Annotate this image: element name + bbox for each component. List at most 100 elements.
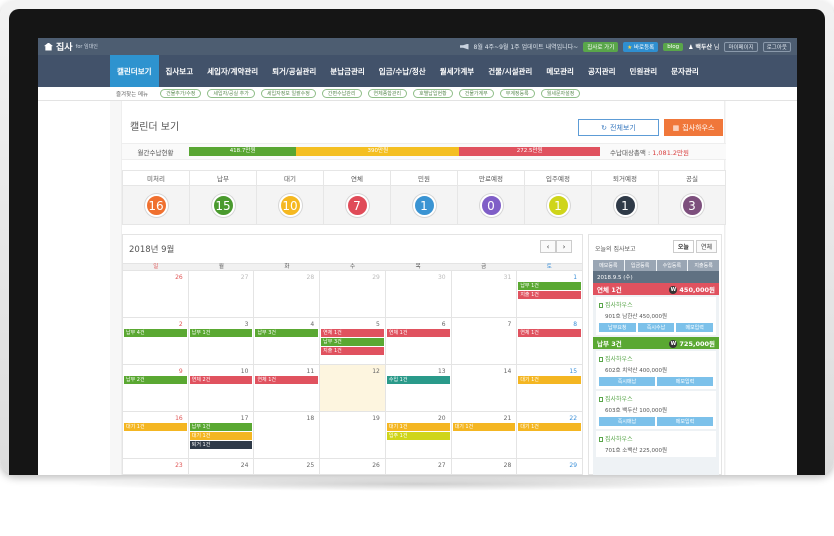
nav-item-4[interactable]: 분납금관리 — [330, 66, 365, 76]
report-action-button[interactable]: 메모입력 — [676, 323, 714, 332]
stat-item[interactable]: 만료예정 0 — [458, 171, 525, 224]
nav-item-9[interactable]: 공지관리 — [587, 66, 616, 76]
calendar-day[interactable]: 27 — [386, 459, 452, 475]
calendar-event[interactable]: 납부 3건 — [321, 338, 384, 346]
quick-menu-item[interactable]: 세입자정보 일괄수정 — [260, 89, 316, 98]
report-group-header[interactable]: 연체 1건 W 450,000원 — [593, 283, 719, 295]
report-action-tab[interactable]: 메모등록 — [593, 260, 624, 271]
calendar-day[interactable]: 9 납부 2건 — [123, 365, 189, 411]
quick-menu-item[interactable]: 연체종합관리 — [367, 89, 408, 98]
app-logo[interactable]: 집사 for 임대인 — [44, 40, 98, 53]
calendar-event[interactable]: 대기 1건 — [189, 432, 253, 440]
bookmark-button[interactable]: ★ 바로등록 — [623, 41, 659, 52]
calendar-day[interactable]: 13 수입 1건 — [386, 365, 452, 411]
calendar-day[interactable]: 5 연체 1건 납부 3건 지출 1건 — [320, 318, 386, 364]
calendar-day[interactable]: 28 — [452, 459, 518, 475]
tab-overdue[interactable]: 연체 — [695, 240, 717, 253]
report-item[interactable]: 집사하우스 701호 소백산 225,000원 — [596, 431, 716, 457]
calendar-event[interactable]: 연체 1건 — [255, 376, 319, 384]
calendar-day[interactable]: 22 대기 1건 — [517, 412, 582, 458]
tab-today[interactable]: 오늘 — [672, 240, 694, 253]
calendar-event[interactable]: 연체 1건 — [386, 329, 450, 337]
quick-menu-item[interactable]: 간편수납관리 — [321, 89, 362, 98]
calendar-event[interactable]: 납부 3건 — [255, 329, 319, 337]
calendar-day[interactable]: 15 대기 1건 — [517, 365, 582, 411]
calendar-event[interactable]: 대기 1건 — [124, 423, 187, 431]
calendar-day[interactable]: 25 — [254, 459, 321, 475]
calendar-day[interactable]: 14 — [452, 365, 518, 411]
report-action-tab[interactable]: 수입등록 — [656, 260, 688, 271]
update-notice[interactable]: 8월 4주~9월 1주 업데이트 내역입니다~ — [473, 44, 579, 51]
blog-button[interactable]: blog — [663, 42, 684, 51]
stat-item[interactable]: 민원 1 — [391, 171, 458, 224]
calendar-day[interactable]: 28 — [254, 271, 321, 317]
report-action-tab[interactable]: 지출등록 — [688, 260, 719, 271]
calendar-event[interactable]: 납부 4건 — [124, 329, 187, 337]
next-month-button[interactable]: › — [556, 240, 572, 253]
report-action-button[interactable]: 즉시수납 — [637, 323, 675, 332]
calendar-day[interactable]: 10 연체 2건 — [189, 365, 255, 411]
calendar-event[interactable]: 연체 1건 — [321, 329, 384, 337]
quick-menu-item[interactable]: 세입자/공실 추가 — [207, 89, 255, 98]
calendar-day[interactable]: 16 대기 1건 — [123, 412, 189, 458]
quick-menu-item[interactable]: 건물추가/수정 — [160, 89, 202, 98]
report-item[interactable]: 집사하우스 901호 남한산 450,000원 납부요청 즉시수납 메모입력 — [596, 297, 716, 335]
report-action-button[interactable]: 메모입력 — [657, 377, 713, 386]
calendar-event[interactable]: 입주 1건 — [386, 432, 450, 440]
quick-menu-item[interactable]: 월세문자설정 — [540, 89, 581, 98]
calendar-event[interactable]: 대기 1건 — [452, 423, 516, 431]
quick-menu-item[interactable]: 호별납입현황 — [413, 89, 453, 98]
calendar-day[interactable]: 4 납부 3건 — [254, 318, 321, 364]
calendar-event[interactable]: 지출 1건 — [518, 291, 582, 299]
nav-item-3[interactable]: 퇴거/공실관리 — [272, 66, 317, 76]
view-all-button[interactable]: ↻ 전체보기 — [578, 119, 659, 136]
calendar-day[interactable]: 19 — [320, 412, 386, 458]
nav-item-5[interactable]: 입금/수납/정산 — [378, 66, 426, 76]
nav-item-8[interactable]: 메모관리 — [546, 66, 574, 76]
calendar-day[interactable]: 20 대기 1건 입주 1건 — [386, 412, 452, 458]
calendar-day[interactable]: 29 — [320, 271, 386, 317]
report-action-button[interactable]: 즉시매납 — [599, 377, 655, 386]
calendar-event[interactable]: 연체 1건 — [518, 329, 582, 337]
calendar-day[interactable]: 2 납부 4건 — [123, 318, 189, 364]
calendar-day[interactable]: 18 — [254, 412, 321, 458]
calendar-day[interactable]: 12 — [320, 365, 386, 411]
quick-menu-item[interactable]: 부계정등록 — [499, 89, 535, 98]
calendar-day[interactable]: 11 연체 1건 — [254, 365, 321, 411]
calendar-event[interactable]: 수입 1건 — [386, 376, 450, 384]
nav-item-11[interactable]: 문자관리 — [671, 66, 699, 76]
calendar-event[interactable]: 연체 2건 — [189, 376, 253, 384]
guide-button[interactable]: 집사로 가기 — [583, 41, 619, 52]
calendar-event[interactable]: 대기 1건 — [518, 423, 582, 431]
calendar-event[interactable]: 납부 2건 — [124, 376, 187, 384]
calendar-event[interactable]: 퇴거 1건 — [189, 441, 253, 449]
nav-item-10[interactable]: 민원관리 — [629, 66, 658, 76]
nav-item-0[interactable]: 캘린더보기 — [110, 55, 159, 87]
report-item[interactable]: 집사하우스 602호 치악산 400,000원 즉시매납 메모입력 — [596, 351, 716, 389]
report-action-button[interactable]: 납부요청 — [599, 323, 636, 332]
calendar-event[interactable]: 납부 1건 — [189, 329, 253, 337]
calendar-event[interactable]: 지출 1건 — [321, 347, 384, 355]
calendar-day[interactable]: 3 납부 1건 — [189, 318, 255, 364]
house-select-button[interactable]: ▦ 집사하우스 — [664, 119, 723, 136]
calendar-day[interactable]: 21 대기 1건 — [452, 412, 518, 458]
nav-item-6[interactable]: 월세가계부 — [439, 66, 475, 76]
calendar-day[interactable]: 26 — [320, 459, 386, 475]
calendar-day[interactable]: 24 — [189, 459, 255, 475]
stat-item[interactable]: 입주예정 1 — [525, 171, 592, 224]
calendar-day[interactable]: 29 — [517, 459, 582, 475]
calendar-event[interactable]: 대기 1건 — [518, 376, 582, 384]
calendar-day[interactable]: 17 납부 1건 대기 1건 퇴거 1건 — [189, 412, 255, 458]
mypage-button[interactable]: 마이페이지 — [724, 41, 758, 52]
nav-item-2[interactable]: 세입자/계약관리 — [207, 66, 259, 76]
stat-item[interactable]: 공실 3 — [659, 171, 725, 224]
report-action-button[interactable]: 즉시매납 — [599, 417, 655, 426]
report-item[interactable]: 집사하우스 603호 백두산 100,000원 즉시매납 메모입력 — [596, 391, 716, 429]
stat-item[interactable]: 미처리 16 — [123, 171, 190, 224]
quick-menu-item[interactable]: 건물가계부 — [458, 89, 494, 98]
stat-item[interactable]: 납부 15 — [190, 171, 257, 224]
report-action-tab[interactable]: 입금등록 — [624, 260, 656, 271]
calendar-event[interactable]: 대기 1건 — [386, 423, 450, 431]
logout-button[interactable]: 로그아웃 — [762, 41, 791, 52]
calendar-day[interactable]: 8 연체 1건 — [517, 318, 582, 364]
